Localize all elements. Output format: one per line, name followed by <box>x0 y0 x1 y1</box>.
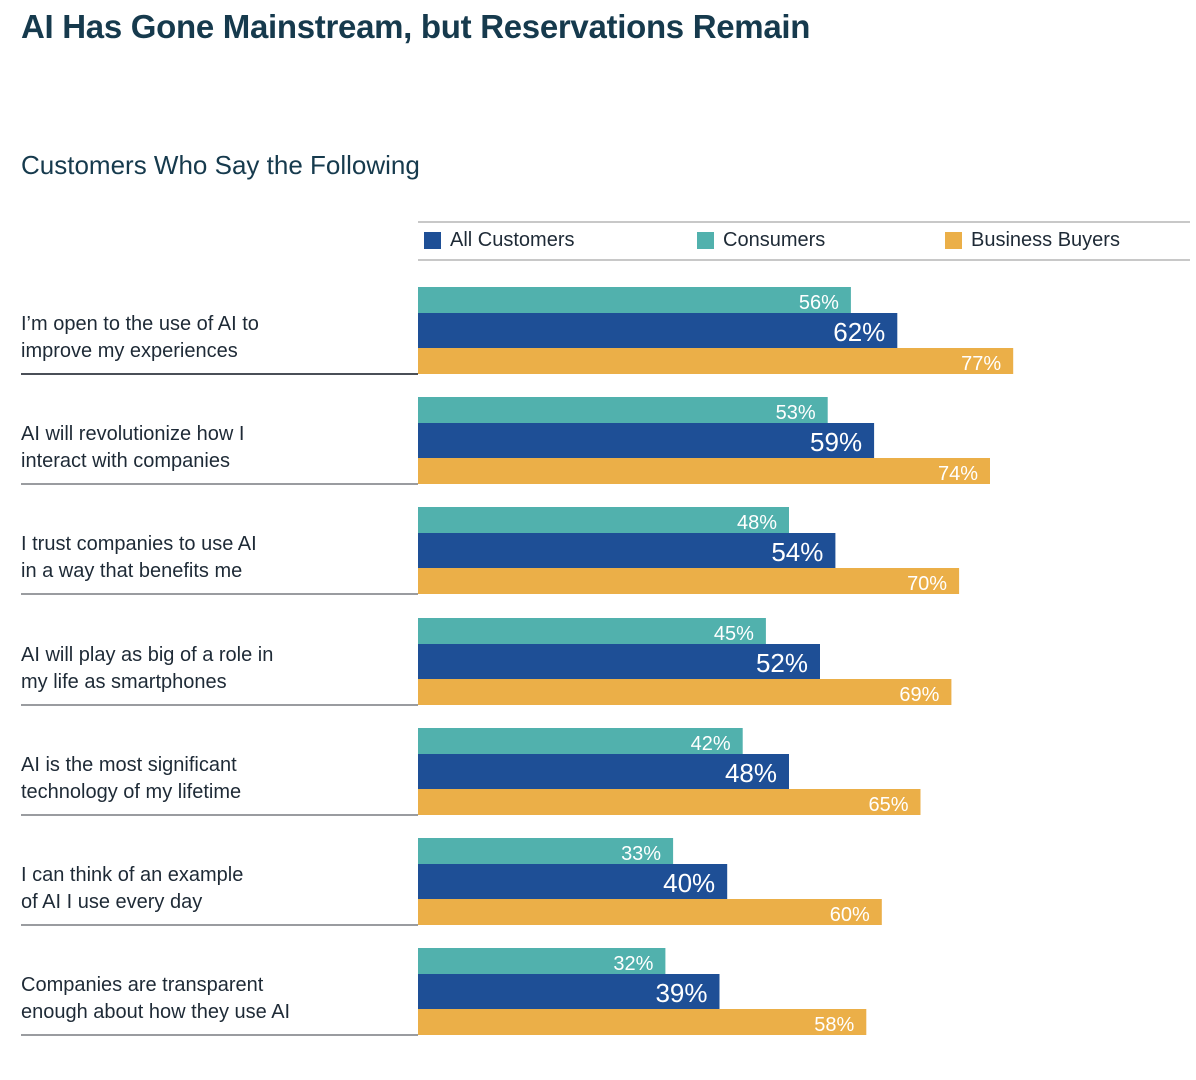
bar-all-customers <box>418 423 875 458</box>
bar-business-buyers <box>418 679 952 705</box>
bar-business-buyers <box>418 568 960 594</box>
row-divider <box>21 924 418 926</box>
page-title: AI Has Gone Mainstream, but Reservations… <box>21 8 811 45</box>
data-label-all-customers: 39% <box>655 978 707 1008</box>
row-divider <box>21 1034 418 1036</box>
bar-business-buyers <box>418 789 921 815</box>
chart-subtitle: Customers Who Say the Following <box>21 150 420 180</box>
data-label-consumers: 53% <box>776 402 816 424</box>
row-divider <box>21 814 418 816</box>
legend-label: Consumers <box>723 229 826 251</box>
legend-label: All Customers <box>450 229 575 251</box>
legend-item-all-customers: All Customers <box>424 229 574 252</box>
category-label: I trust companies to use AI in a way that… <box>21 531 418 585</box>
data-label-consumers: 56% <box>799 292 839 314</box>
category-label-line: AI will play as big of a role in <box>21 644 274 666</box>
data-label-business-buyers: 70% <box>907 573 947 595</box>
data-label-all-customers: 54% <box>771 537 823 567</box>
bar-business-buyers <box>418 899 882 925</box>
category-label-line: I can think of an example <box>21 864 244 886</box>
legend: All Customers Consumers Business Buyers <box>418 221 1190 261</box>
data-label-consumers: 45% <box>714 623 754 645</box>
row-divider <box>21 483 418 485</box>
row-divider <box>21 373 418 375</box>
data-label-all-customers: 59% <box>810 427 862 457</box>
category-label: Companies are transparent enough about ho… <box>21 972 418 1026</box>
bar-consumers <box>418 507 789 533</box>
data-label-business-buyers: 69% <box>899 684 939 706</box>
category-label-line: I’m open to the use of AI to <box>21 313 259 335</box>
category-label-line: Companies are transparent <box>21 974 264 996</box>
category-label-line: enough about how they use AI <box>21 1001 291 1023</box>
data-label-consumers: 42% <box>691 733 731 755</box>
category-label: I’m open to the use of AI to improve my e… <box>21 311 418 365</box>
category-label-line: improve my experiences <box>21 340 238 362</box>
legend-swatch-consumers <box>697 232 714 249</box>
bar-business-buyers <box>418 458 990 484</box>
category-label-line: of AI I use every day <box>21 891 203 913</box>
category-label-line: AI is the most significant <box>21 754 237 776</box>
bar-consumers <box>418 397 828 423</box>
category-label: AI will revolutionize how I interact with… <box>21 421 418 475</box>
category-label-line: interact with companies <box>21 450 230 472</box>
data-label-all-customers: 52% <box>756 648 808 678</box>
data-label-all-customers: 62% <box>833 317 885 347</box>
legend-swatch-all-customers <box>424 232 441 249</box>
data-label-all-customers: 40% <box>663 868 715 898</box>
bar-business-buyers <box>418 1009 867 1035</box>
legend-swatch-business-buyers <box>945 232 962 249</box>
data-label-business-buyers: 60% <box>830 904 870 926</box>
bar-all-customers <box>418 313 898 348</box>
data-label-consumers: 32% <box>613 953 653 975</box>
bar-all-customers <box>418 754 789 789</box>
data-label-business-buyers: 65% <box>868 794 908 816</box>
legend-label: Business Buyers <box>971 229 1120 251</box>
category-label-line: I trust companies to use AI <box>21 533 257 555</box>
bar-all-customers <box>418 644 820 679</box>
category-label: I can think of an example of AI I use eve… <box>21 862 418 916</box>
row-divider <box>21 593 418 595</box>
data-label-all-customers: 48% <box>725 758 777 788</box>
category-label: AI will play as big of a role in my life … <box>21 642 418 696</box>
row-divider <box>21 704 418 706</box>
bar-consumers <box>418 618 766 644</box>
category-label-line: in a way that benefits me <box>21 560 243 582</box>
bar-consumers <box>418 728 743 754</box>
bar-consumers <box>418 287 851 313</box>
bar-consumers <box>418 948 666 974</box>
bar-business-buyers <box>418 348 1014 374</box>
data-label-consumers: 48% <box>737 512 777 534</box>
category-label-line: my life as smartphones <box>21 671 227 693</box>
category-label: AI is the most significant technology of … <box>21 752 418 806</box>
legend-item-consumers: Consumers <box>697 229 825 252</box>
data-label-business-buyers: 77% <box>961 353 1001 375</box>
data-label-business-buyers: 74% <box>938 463 978 485</box>
bar-all-customers <box>418 974 720 1009</box>
bar-consumers <box>418 838 674 864</box>
bar-all-customers <box>418 533 836 568</box>
legend-item-business-buyers: Business Buyers <box>945 229 1120 252</box>
data-label-consumers: 33% <box>621 843 661 865</box>
bar-all-customers <box>418 864 728 899</box>
category-label-line: technology of my lifetime <box>21 781 242 803</box>
category-label-line: AI will revolutionize how I <box>21 423 245 445</box>
data-label-business-buyers: 58% <box>814 1014 854 1036</box>
